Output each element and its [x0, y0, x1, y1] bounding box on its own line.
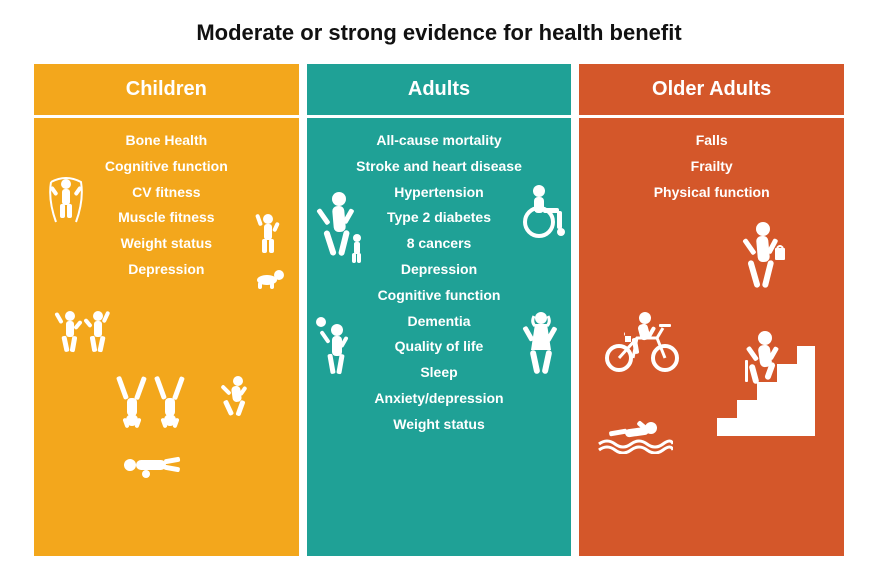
stairs-icon	[717, 328, 815, 438]
lying-child-icon	[116, 450, 188, 480]
ball-throw-icon	[313, 316, 353, 382]
item-list: Falls Frailty Physical function	[579, 132, 844, 200]
dancing-pair-icon	[54, 308, 114, 364]
running-child-icon	[218, 374, 254, 424]
walking-woman-icon	[521, 310, 563, 382]
benefit-item: Physical function	[654, 184, 770, 201]
benefit-item: Falls	[696, 132, 728, 149]
benefit-item: Sleep	[420, 364, 457, 381]
benefit-item: Muscle fitness	[118, 209, 214, 226]
column-header: Adults	[307, 64, 572, 115]
benefit-item: Weight status	[393, 416, 485, 433]
jumprope-icon	[46, 176, 86, 230]
column-older-adults: Older Adults Falls Frailty Physical func…	[579, 64, 844, 556]
swimmer-icon	[597, 418, 673, 454]
baby-crawl-icon	[252, 268, 286, 290]
column-header: Older Adults	[579, 64, 844, 115]
benefit-item: 8 cancers	[407, 235, 472, 252]
benefit-item: Stroke and heart disease	[356, 158, 522, 175]
cyclist-icon	[603, 308, 681, 372]
column-body: Falls Frailty Physical function	[579, 118, 844, 556]
wheelchair-icon	[521, 184, 569, 238]
benefit-item: Type 2 diabetes	[387, 209, 491, 226]
walking-adult-child-icon	[309, 190, 363, 268]
benefit-item: Bone Health	[125, 132, 207, 149]
walking-bag-icon	[737, 220, 787, 298]
column-body: Bone Health Cognitive function CV fitnes…	[34, 118, 299, 556]
benefit-item: Weight status	[121, 235, 213, 252]
benefit-item: Anxiety/depression	[374, 390, 503, 407]
item-list: All-cause mortality Stroke and heart dis…	[307, 132, 572, 433]
benefit-item: Cognitive function	[105, 158, 228, 175]
benefit-item: Frailty	[691, 158, 733, 175]
benefit-item: Quality of life	[395, 338, 484, 355]
benefit-item: CV fitness	[132, 184, 200, 201]
benefit-item: All-cause mortality	[376, 132, 501, 149]
benefit-item: Depression	[128, 261, 204, 278]
child-reach-icon	[254, 212, 282, 260]
page-title: Moderate or strong evidence for health b…	[34, 20, 844, 46]
handstand-pair-icon	[112, 370, 190, 430]
benefit-item: Cognitive function	[378, 287, 501, 304]
benefit-item: Depression	[401, 261, 477, 278]
column-children: Children Bone Health Cognitive function …	[34, 64, 299, 556]
benefit-item: Dementia	[407, 313, 470, 330]
column-header: Children	[34, 64, 299, 115]
column-body: All-cause mortality Stroke and heart dis…	[307, 118, 572, 556]
benefit-item: Hypertension	[394, 184, 483, 201]
columns-container: Children Bone Health Cognitive function …	[34, 64, 844, 556]
column-adults: Adults All-cause mortality Stroke and he…	[307, 64, 572, 556]
